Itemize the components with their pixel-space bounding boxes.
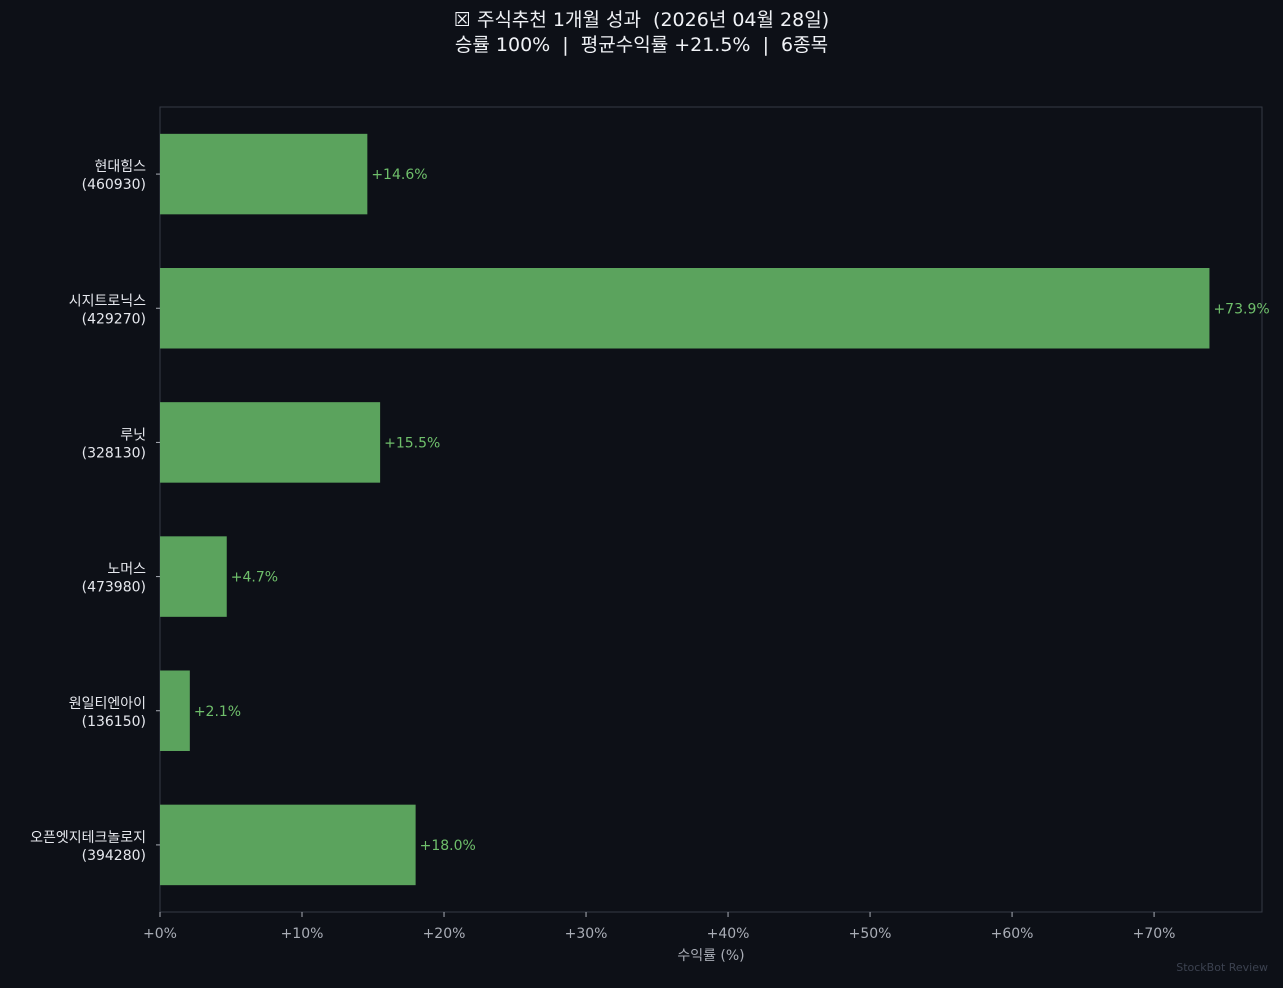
x-tick-label: +0%: [143, 926, 177, 942]
bar: [160, 402, 381, 483]
x-tick-label: +40%: [707, 926, 750, 942]
watermark: StockBot Review: [1176, 961, 1268, 974]
title-block: ☒ 주식추천 1개월 성과 (2026년 04월 28일) 승률 100% | …: [0, 8, 1283, 58]
y-tick-code: (328130): [82, 445, 146, 461]
bar: [160, 670, 190, 751]
y-tick-code: (473980): [82, 580, 146, 596]
y-tick-label: 원일티엔아이: [69, 696, 146, 712]
bar: [160, 268, 1210, 349]
y-tick-code: (429270): [82, 311, 146, 327]
plot-frame: [159, 106, 1263, 913]
y-tick-label: 시지트로닉스: [69, 293, 146, 309]
x-axis-label: 수익률 (%): [677, 948, 744, 964]
x-tick-label: +30%: [565, 926, 608, 942]
y-tick-label: 현대힘스: [94, 159, 146, 175]
y-tick-code: (394280): [82, 848, 146, 864]
y-tick-code: (460930): [82, 177, 146, 193]
y-tick-code: (136150): [82, 714, 146, 730]
chart-title: ☒ 주식추천 1개월 성과 (2026년 04월 28일): [453, 9, 830, 31]
chart-subtitle: 승률 100% | 평균수익률 +21.5% | 6종목: [454, 34, 829, 56]
x-tick-label: +20%: [423, 926, 466, 942]
y-tick-label: 루닛: [120, 427, 146, 443]
bar-value-label: +4.7%: [231, 570, 278, 586]
bar-value-label: +73.9%: [1213, 301, 1269, 317]
y-tick-label: 오픈엣지테크놀로지: [30, 830, 146, 846]
bar: [160, 133, 368, 215]
x-tick-label: +10%: [281, 926, 324, 942]
bar: [160, 536, 227, 617]
bar-value-label: +15.5%: [384, 435, 440, 451]
y-tick-label: 노머스: [107, 562, 146, 578]
bar: [160, 804, 416, 886]
bar-value-label: +2.1%: [194, 704, 241, 720]
bar-value-label: +14.6%: [371, 167, 427, 183]
x-tick-label: +70%: [1133, 926, 1176, 942]
bar-value-label: +18.0%: [420, 838, 476, 854]
x-tick-label: +60%: [991, 926, 1034, 942]
x-tick-label: +50%: [849, 926, 892, 942]
